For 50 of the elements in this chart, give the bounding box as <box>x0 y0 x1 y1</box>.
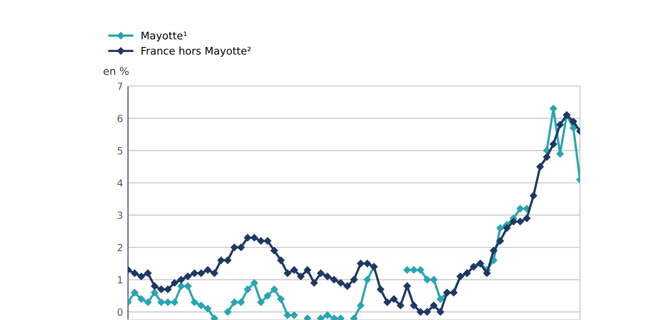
point <box>416 266 424 274</box>
point <box>496 224 504 232</box>
y-tick-label: 7 <box>118 82 122 90</box>
point <box>237 298 245 306</box>
point <box>257 298 265 306</box>
point <box>277 295 285 303</box>
point <box>516 205 524 212</box>
point <box>204 305 212 312</box>
point <box>270 286 278 293</box>
point <box>144 298 152 306</box>
y-tick-label: 2 <box>118 244 122 252</box>
point <box>164 298 172 306</box>
y-tick-label: 4 <box>117 179 123 187</box>
point <box>357 302 364 310</box>
point <box>317 314 324 320</box>
legend-label: Mayotte¹ <box>142 32 187 42</box>
point <box>197 302 205 310</box>
y-tick-label: 3 <box>118 212 122 219</box>
point <box>430 276 438 284</box>
y-tick-label: 1 <box>118 276 122 284</box>
point <box>244 286 252 293</box>
legend-label: France hors Mayotte² <box>142 46 251 57</box>
point <box>404 266 411 274</box>
point <box>178 282 185 290</box>
point <box>138 295 145 303</box>
point <box>324 312 332 319</box>
point <box>170 298 178 306</box>
point <box>250 279 258 287</box>
point <box>337 314 344 320</box>
point <box>556 150 564 158</box>
point <box>410 266 418 274</box>
point <box>264 292 272 300</box>
point <box>158 298 165 306</box>
point <box>570 124 577 132</box>
point <box>230 298 238 306</box>
point <box>436 295 444 303</box>
point <box>190 298 198 306</box>
point <box>131 288 138 296</box>
y-tick-label: 6 <box>118 114 123 122</box>
point <box>550 104 558 112</box>
point <box>184 282 192 290</box>
y-axis-title: en % <box>104 67 129 76</box>
point <box>364 276 371 284</box>
y-tick-label: 0 <box>118 308 122 316</box>
point <box>423 276 431 284</box>
point <box>290 312 298 319</box>
point <box>224 308 232 316</box>
point <box>150 288 158 296</box>
y-tick-label: 5 <box>118 147 122 154</box>
point <box>284 312 292 319</box>
